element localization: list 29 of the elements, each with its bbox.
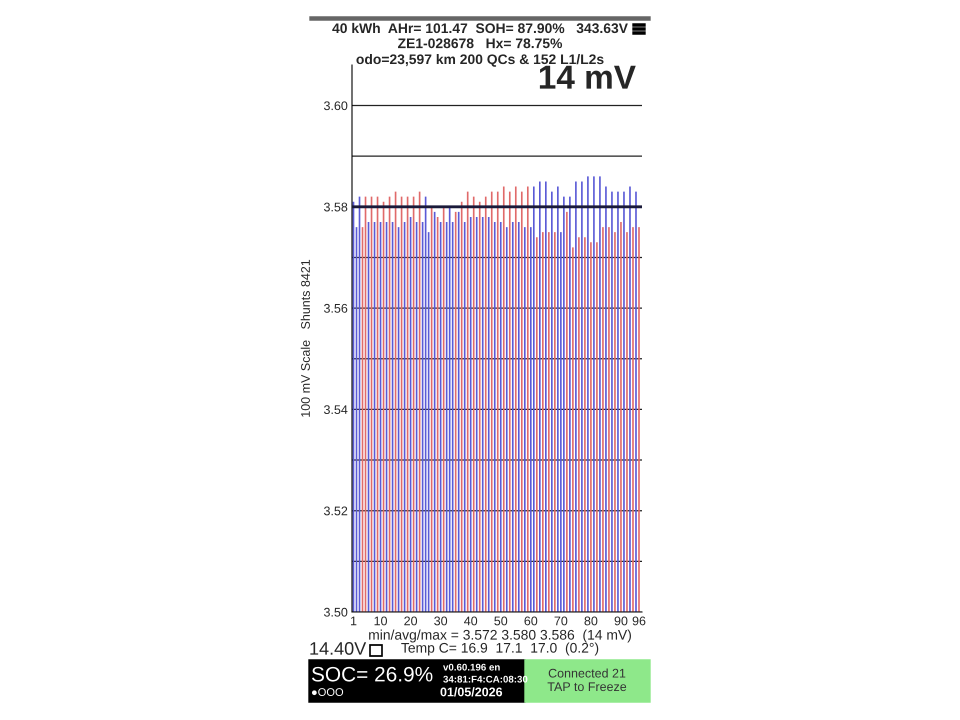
text: Temp C= 16.9 17.1 17.0 (0.2°) — [401, 642, 598, 656]
x-tick-label: 50 — [494, 616, 508, 626]
x-tick-label: 1 — [350, 616, 356, 626]
text: 01/05/2026 — [440, 687, 502, 696]
y-axis-title: 100 mV Scale Shunts 8421 — [300, 260, 310, 417]
text: Connected 21 TAP to Freeze — [548, 668, 626, 692]
x-tick-label: 80 — [584, 616, 598, 626]
text: ●OOO — [312, 688, 344, 696]
y-tick-label: 3.56 — [324, 304, 348, 313]
annotation: 14 mV — [540, 66, 636, 89]
x-tick-label: 96 — [632, 616, 646, 626]
y-tick-label: 3.50 — [324, 608, 348, 617]
chart-title: 40 kWh AHr= 101.47 SOH= 87.90% 343.63V — [332, 22, 628, 34]
y-tick-label: 3.58 — [324, 202, 348, 212]
x-tick-label: 20 — [404, 616, 418, 626]
x-tick-label: 70 — [554, 616, 568, 626]
y-tick-label: 3.54 — [324, 405, 348, 414]
x-tick-label: 30 — [434, 616, 448, 626]
text: 14.40V — [310, 642, 366, 655]
y-tick-label: 3.52 — [324, 506, 348, 516]
x-tick-label: 90 — [614, 616, 628, 626]
text: SOC= 26.9% — [312, 666, 432, 682]
text: min/avg/max = 3.572 3.580 3.586 (14 mV) — [369, 630, 631, 642]
y-tick-label: 3.60 — [324, 101, 348, 110]
chart-subtitle: ZE1-028678 Hx= 78.75% odo=23,597 km 200 QCs & 152 L1/L2s — [356, 38, 604, 67]
x-tick-label: 10 — [374, 616, 388, 626]
text: v0.60.196 en — [443, 664, 500, 671]
x-tick-label: 40 — [464, 616, 478, 626]
x-tick-label: 60 — [524, 616, 538, 626]
